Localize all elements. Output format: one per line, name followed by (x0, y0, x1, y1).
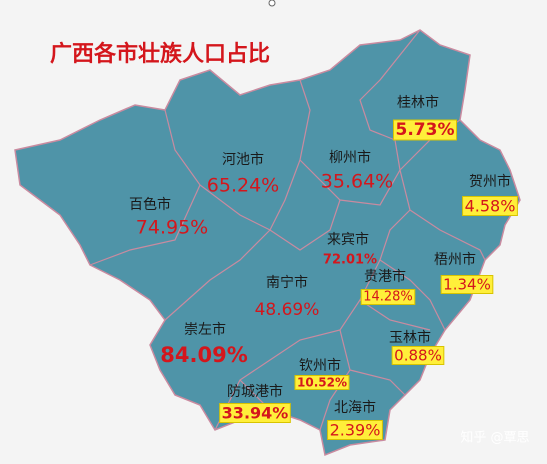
city-name: 玉林市 (389, 329, 431, 346)
highlight-box (462, 196, 518, 216)
highlight-box (294, 375, 350, 390)
title: 广西各市壮族人口占比 (50, 41, 270, 67)
city-name: 贵港市 (364, 268, 406, 285)
city-name: 百色市 (129, 196, 171, 213)
city-name: 崇左市 (184, 321, 226, 338)
highlight-box (393, 119, 457, 141)
city-name: 南宁市 (266, 274, 308, 291)
city-share: 2.39% (330, 421, 381, 440)
city-share: 65.24% (207, 175, 279, 197)
city-share: 0.88% (394, 347, 442, 365)
city-name: 来宾市 (327, 231, 369, 248)
highlight-box (391, 346, 445, 365)
highlight-box (360, 289, 416, 305)
city-name: 柳州市 (329, 149, 371, 166)
city-share: 48.69% (255, 300, 320, 320)
city-share: 10.52% (297, 376, 347, 390)
highlight-box (440, 275, 494, 294)
city-name: 梧州市 (434, 251, 476, 268)
watermark: 知乎 @覃思 (460, 430, 529, 446)
city-share: 84.09% (160, 343, 247, 367)
city-share: 74.95% (136, 217, 208, 239)
city-share: 1.34% (443, 276, 491, 294)
city-name: 河池市 (222, 151, 264, 168)
city-name: 贺州市 (469, 173, 511, 190)
highlight-box (219, 403, 291, 423)
city-share: 33.94% (222, 404, 289, 423)
city-share: 35.64% (321, 171, 393, 193)
city-share: 14.28% (363, 290, 413, 305)
city-name: 防城港市 (227, 383, 283, 400)
handle (268, 0, 276, 7)
city-name: 桂林市 (397, 94, 439, 111)
city-share: 4.58% (465, 197, 516, 216)
city-share: 5.73% (396, 120, 455, 140)
city-name: 钦州市 (299, 357, 341, 374)
highlight-box (327, 420, 383, 440)
city-name: 北海市 (334, 399, 376, 416)
city-share: 72.01% (323, 253, 377, 268)
